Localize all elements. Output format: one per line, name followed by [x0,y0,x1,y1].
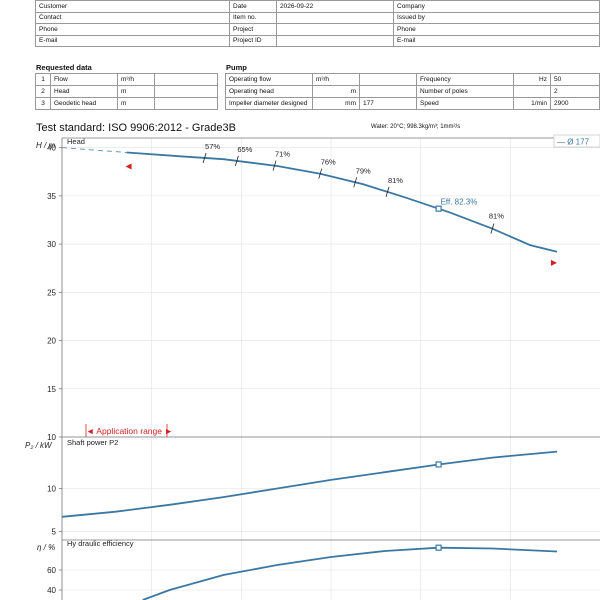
efficiency-tick [234,155,239,167]
range-start-marker [125,163,132,170]
panel-title: Shaft power P2 [67,438,118,447]
efficiency-tick [318,168,323,179]
header-cell: Date [229,0,277,13]
y-tick-label: 20 [47,337,56,346]
header-table: Customer Date 2026-09-22 Company Contact… [35,0,600,47]
application-range-label: ◄ Application range ► [86,426,173,436]
y-tick-label: 60 [47,566,56,575]
efficiency-label: 81% [489,212,504,221]
y-tick-label: 35 [47,192,56,201]
efficiency-tick [272,160,277,171]
efficiency-label: 71% [275,150,290,159]
efficiency-tick [202,152,207,164]
test-standard: Test standard: ISO 9906:2012 - Grade3B [36,122,236,134]
table-row: Operating flow m³/h Frequency Hz 50 [225,73,600,86]
y-axis-label: H / m [36,141,55,150]
efficiency-tick [490,223,495,234]
legend-entry: — Ø 177 [557,138,590,147]
efficiency-label: 79% [356,166,371,175]
bep-marker [435,205,442,212]
efficiency-tick [353,177,358,188]
efficiency-label: 65% [237,145,252,154]
requested-data-table: 1 Flow m³/h 2 Head m 3 Geodetic head m [35,73,218,110]
range-end-marker [550,259,557,266]
header-cell: Phone [393,23,600,36]
legend-box [553,134,600,148]
y-tick-label: 25 [47,288,56,297]
param-value: 2900 [550,97,600,110]
table-row: 3 Geodetic head m [35,97,218,110]
header-row: Phone Project Phone [35,23,600,36]
efficiency-tick [385,186,390,198]
bep-marker [435,544,442,551]
pump-title: Pump [226,63,247,72]
header-cell: Customer [35,0,230,13]
header-row: E-mail Project ID E-mail [35,34,600,47]
header-row: Contact Item no. Issued by [35,11,600,24]
y-tick-label: 40 [47,144,56,153]
y-tick-label: 5 [52,527,57,536]
requested-data-title: Requested data [36,63,92,72]
water-properties: Water: 20°C; 998.3kg/m³; 1mm²/s [371,124,461,130]
header-cell: Company [393,0,600,13]
y-tick-label: 30 [47,240,56,249]
y-tick-label: 10 [47,433,56,442]
y-axis-label: P₂ / kW [25,441,53,450]
efficiency-label: 81% [388,176,403,185]
efficiency-label: 57% [205,142,220,151]
efficiency-label: 76% [321,158,336,167]
param-value [154,97,218,110]
table-row: Impeller diameter designed mm 177 Speed … [225,97,600,110]
extrapolated-curve [61,147,127,153]
bep-label: Eff. 82.3% [441,198,478,207]
table-row: 1 Flow m³/h [35,73,218,86]
curve-line [61,450,558,518]
panel-title: Head [67,137,85,146]
y-tick-label: 15 [47,385,56,394]
param-label: Speed [416,97,514,110]
header-row: Customer Date 2026-09-22 Company [35,0,600,13]
pump-table: Operating flow m³/h Frequency Hz 50 Oper… [225,73,600,110]
param-unit: m [117,97,155,110]
header-cell: E-mail [393,34,600,47]
header-cell: 2026-09-22 [276,0,394,13]
param-label: Geodetic head [50,97,118,110]
param-value: 177 [359,97,417,110]
panel-title: Hy draulic efficiency [67,539,134,548]
y-tick-label: 40 [47,586,56,595]
curve-line [142,546,558,600]
y-axis-label: η / % [37,543,55,552]
bep-marker [435,461,442,468]
curve-line [126,151,558,253]
y-tick-label: 10 [47,485,56,494]
